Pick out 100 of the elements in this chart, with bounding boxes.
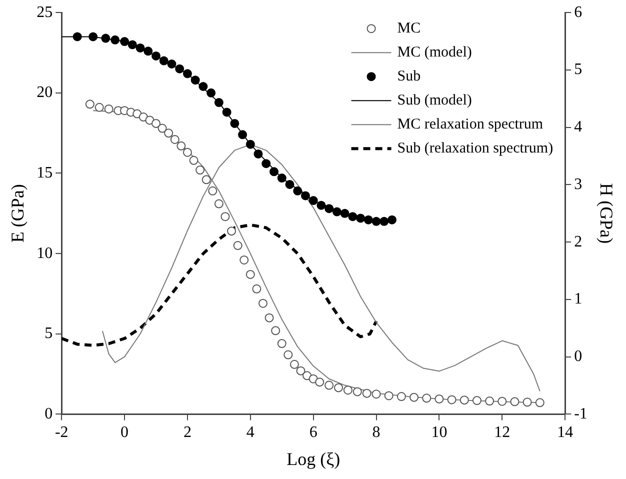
point — [104, 104, 114, 114]
point — [472, 396, 482, 406]
point — [290, 360, 299, 369]
point — [510, 397, 520, 406]
point — [238, 130, 248, 140]
point — [144, 46, 153, 56]
point — [285, 180, 294, 189]
point — [332, 207, 342, 216]
point — [88, 32, 98, 42]
legend-label: MC relaxation spectrum — [397, 116, 544, 133]
point — [396, 392, 406, 402]
point — [293, 186, 302, 196]
legend-label: Sub (relaxation spectrum) — [397, 140, 554, 157]
point — [152, 118, 160, 128]
y2-tick-label: 2 — [574, 233, 582, 250]
point — [176, 141, 186, 150]
point — [315, 378, 324, 387]
point — [485, 396, 494, 406]
x-tick-label: 4 — [246, 424, 254, 442]
point — [196, 166, 205, 175]
point — [252, 284, 262, 294]
point — [136, 43, 145, 52]
point — [324, 380, 334, 390]
point — [214, 199, 224, 208]
point — [158, 124, 167, 133]
point — [206, 88, 216, 98]
point — [202, 175, 211, 184]
point — [182, 148, 192, 157]
point — [522, 398, 532, 407]
point — [94, 102, 104, 112]
y2-tick-label: 4 — [574, 118, 582, 136]
point — [300, 191, 310, 200]
point — [352, 387, 362, 396]
y2-axis-title: H (GPa) — [596, 183, 616, 244]
point — [182, 69, 192, 78]
point — [164, 128, 174, 138]
x-axis-title: Log (ξ) — [286, 448, 340, 469]
point — [246, 270, 255, 279]
point — [340, 208, 350, 218]
y-tick-label: 25 — [36, 4, 53, 21]
point — [167, 60, 176, 69]
point — [258, 298, 268, 308]
point — [356, 214, 366, 223]
x-tick-label: 0 — [120, 424, 129, 442]
point — [152, 51, 160, 60]
y-tick-label: 0 — [44, 405, 53, 422]
point — [208, 186, 218, 196]
point — [447, 395, 456, 404]
x-tick-label: 8 — [372, 424, 380, 442]
point — [270, 167, 278, 176]
point — [384, 391, 394, 400]
y2-tick-label: 6 — [574, 4, 582, 21]
point — [434, 394, 444, 404]
y-tick-label: 15 — [36, 164, 53, 182]
point — [189, 156, 198, 165]
point — [271, 326, 280, 336]
point — [388, 215, 397, 224]
point — [254, 149, 263, 158]
point — [343, 386, 352, 395]
point — [128, 40, 137, 50]
x-tick-label: 12 — [494, 424, 510, 442]
legend-label: MC (model) — [397, 44, 472, 61]
point — [364, 215, 373, 224]
point — [198, 82, 208, 91]
point — [120, 37, 130, 46]
point — [101, 34, 110, 43]
point — [348, 212, 358, 222]
point — [214, 98, 224, 108]
x-tick-label: 6 — [309, 424, 318, 442]
point — [535, 398, 544, 408]
y2-tick-label: -1 — [574, 405, 588, 422]
y-tick-label: 5 — [44, 325, 53, 342]
point — [308, 196, 318, 206]
point — [316, 200, 326, 210]
x-tick-label: 2 — [183, 424, 192, 442]
legend-label: Sub — [397, 68, 421, 85]
point — [410, 392, 419, 402]
y2-tick-label: 1 — [574, 290, 582, 308]
point — [372, 216, 381, 226]
y2-tick-label: 5 — [574, 61, 582, 78]
point — [220, 212, 230, 222]
point — [296, 366, 306, 376]
y-axis-title: E (GPa) — [8, 184, 28, 243]
point — [246, 140, 255, 149]
line-series — [62, 223, 378, 347]
point — [110, 35, 120, 44]
point — [334, 383, 344, 392]
point — [324, 204, 334, 214]
y-tick-label: 10 — [36, 244, 53, 262]
point — [230, 118, 240, 128]
x-tick-label: -2 — [54, 424, 68, 442]
x-tick-label: 14 — [557, 424, 574, 442]
point — [498, 396, 507, 406]
point — [240, 255, 249, 264]
point — [277, 174, 286, 183]
point — [284, 350, 293, 360]
point — [72, 32, 82, 42]
point — [227, 226, 236, 236]
legend-label: MC — [397, 20, 421, 37]
point — [264, 313, 274, 322]
